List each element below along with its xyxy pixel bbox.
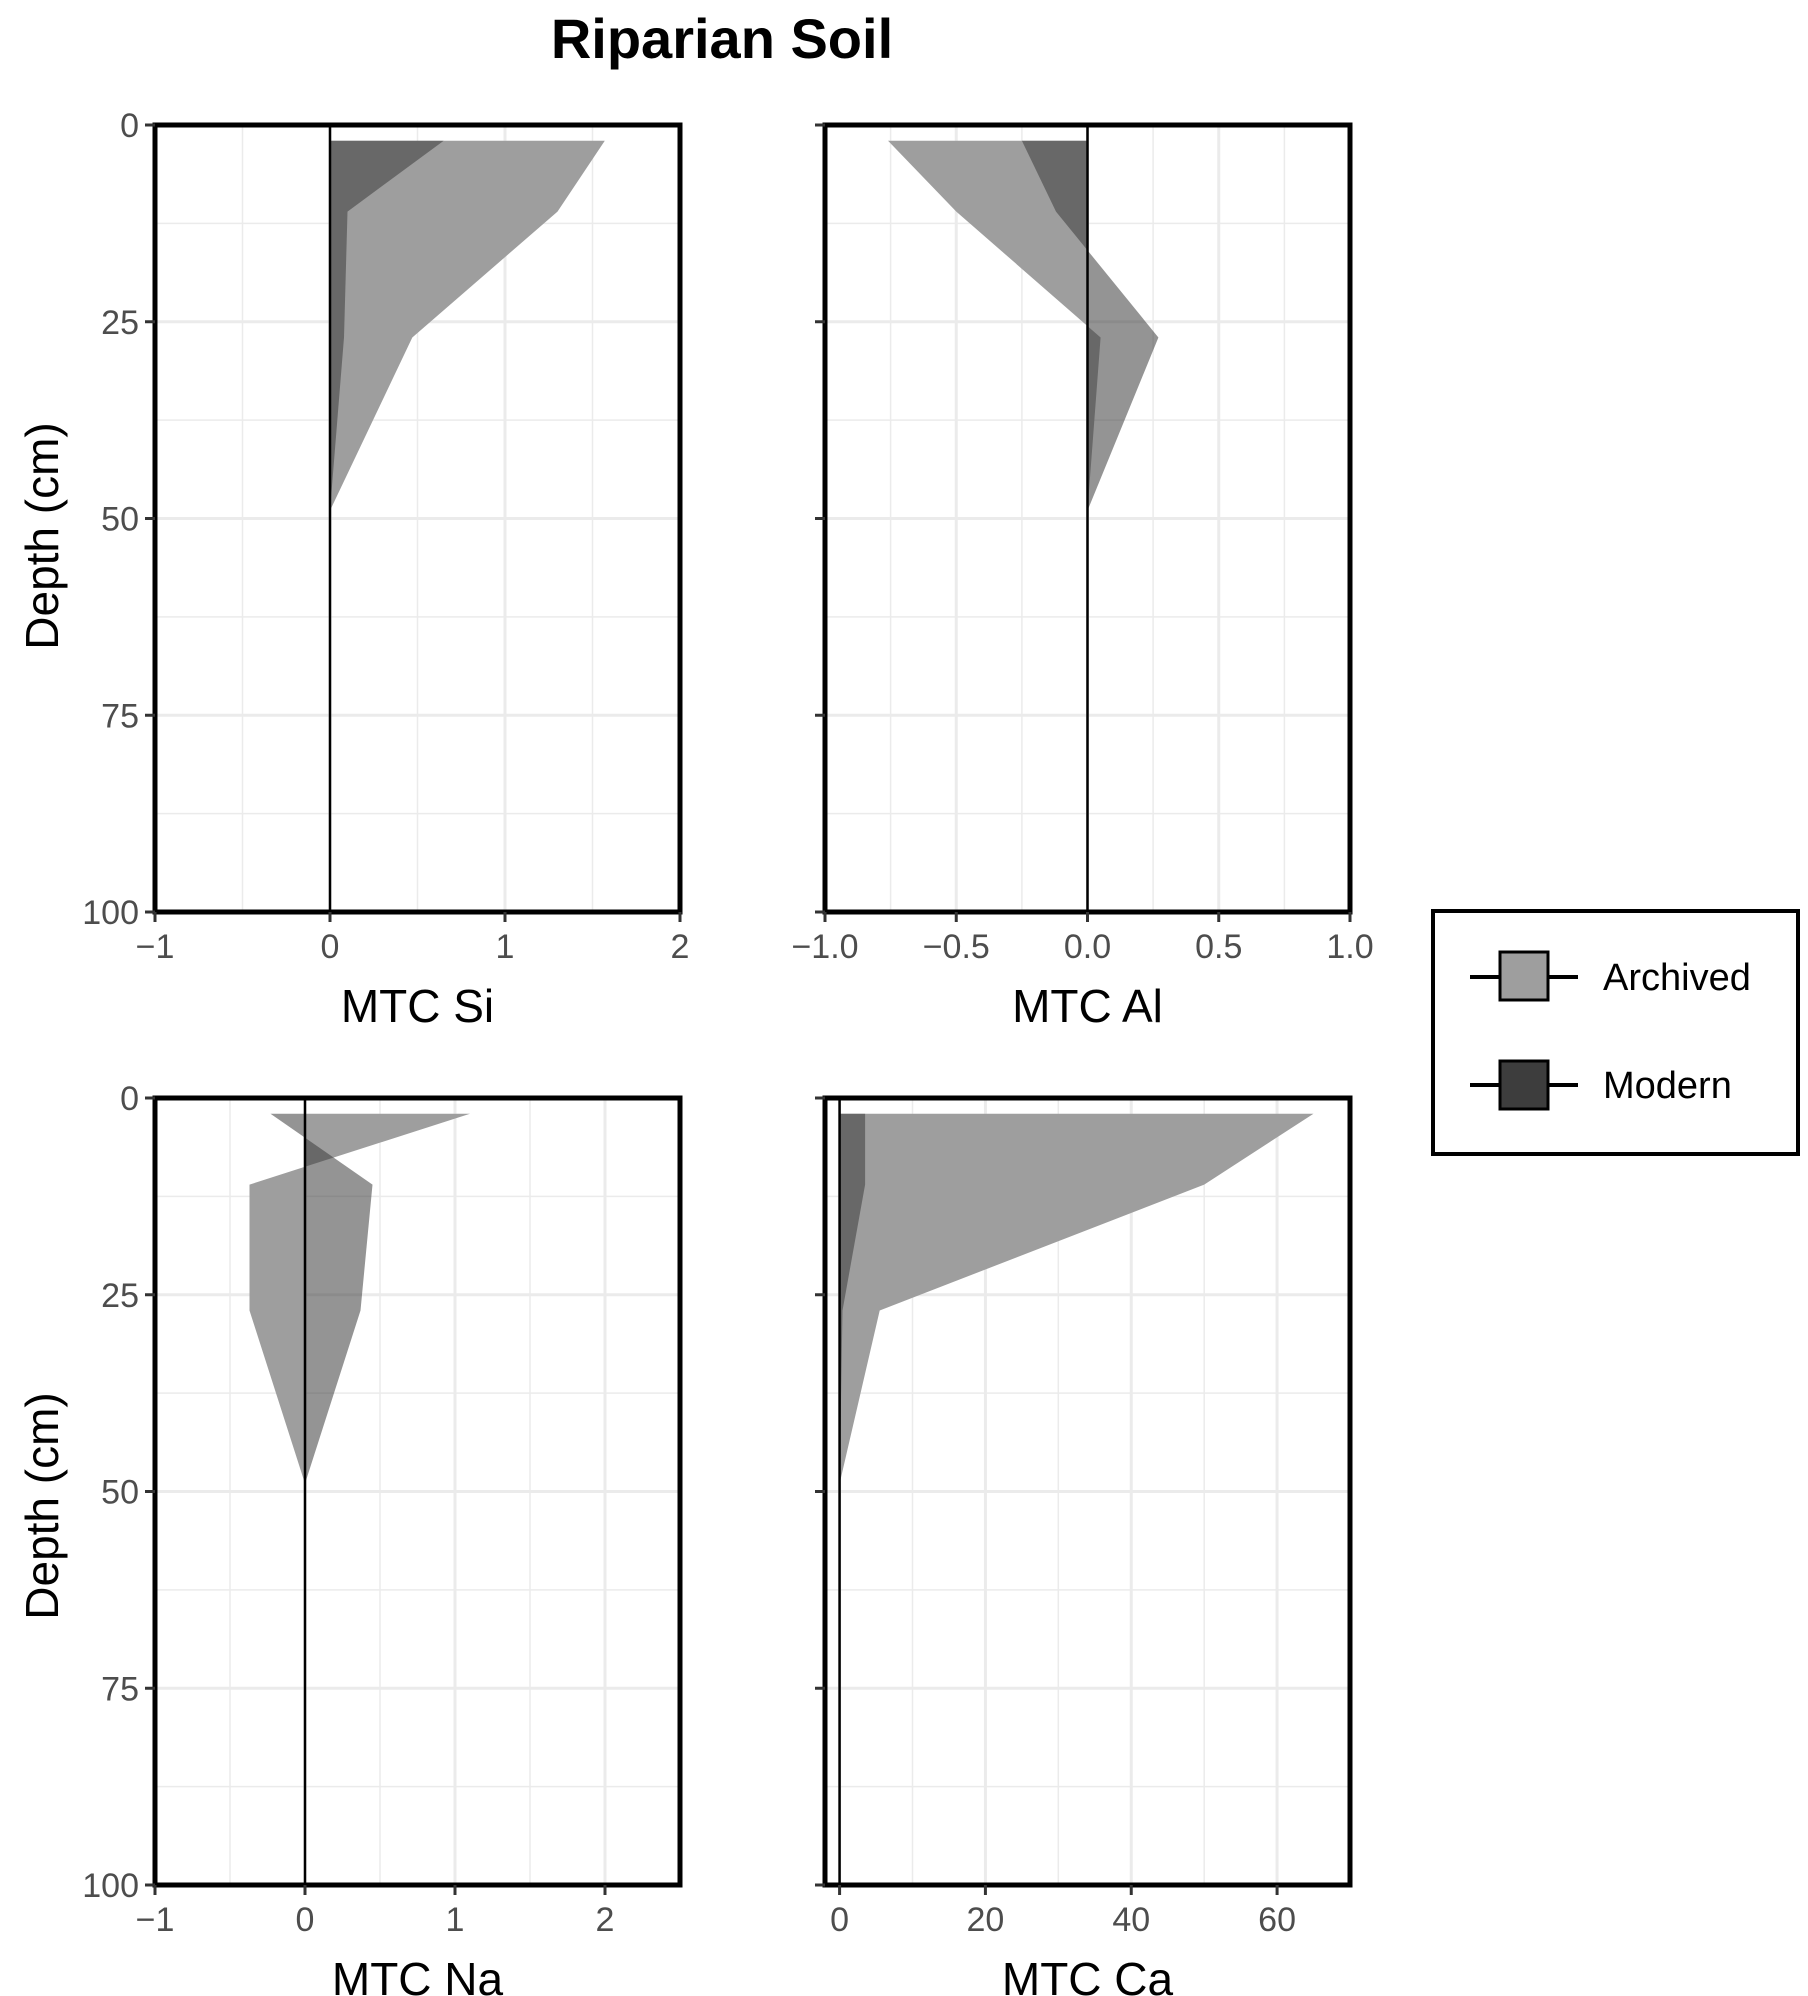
y-axis-title-si: Depth (cm) (16, 422, 68, 649)
x-axis-title-si: MTC Si (341, 980, 494, 1032)
x-tick-label-si: −1 (136, 928, 175, 966)
y-axis-ca (815, 1096, 825, 1887)
y-tick-label-na: 0 (120, 1080, 139, 1118)
y-tick-label-na: 50 (101, 1474, 139, 1512)
x-tick-label-na: 0 (296, 1901, 315, 1939)
x-tick-label-al: 0.0 (1064, 928, 1111, 966)
x-tick-label-ca: 60 (1258, 1901, 1296, 1939)
legend-key-archived (1498, 950, 1550, 1002)
area-archived-si (330, 140, 605, 912)
x-tick-label-si: 2 (671, 928, 690, 966)
x-axis-title-al: MTC Al (1012, 980, 1163, 1032)
chart-title: Riparian Soil (551, 7, 893, 70)
x-tick-label-al: 1.0 (1326, 928, 1373, 966)
y-axis-al (815, 123, 825, 914)
x-tick-label-si: 0 (321, 928, 340, 966)
x-axis-na: −1 0 1 2 (136, 1885, 615, 1939)
panel-mtc-na: −1 0 1 2 0 25 50 75 100 MTC Na Depth (cm) (16, 1080, 683, 1996)
areas-si (330, 140, 605, 912)
x-tick-label-si: 1 (496, 928, 515, 966)
legend: Archived Modern (1431, 909, 1800, 1156)
y-tick-label-na: 75 (101, 1670, 139, 1708)
y-tick-label-si: 0 (120, 107, 139, 145)
y-tick-label-si: 75 (101, 697, 139, 735)
x-tick-label-al: 0.5 (1195, 928, 1242, 966)
y-axis-na: 0 25 50 75 100 (82, 1080, 155, 1905)
areas-al (888, 140, 1159, 912)
area-modern-al (1021, 140, 1159, 912)
x-tick-label-na: 2 (596, 1901, 615, 1939)
area-archived-ca (839, 1113, 1314, 1885)
x-tick-label-ca: 20 (967, 1901, 1005, 1939)
y-tick-label-na: 100 (82, 1867, 139, 1905)
areas-ca (839, 1113, 1314, 1885)
legend-label-modern: Modern (1603, 1065, 1732, 1107)
legend-item-archived: Archived (1470, 950, 1751, 1002)
x-tick-label-al: −0.5 (923, 928, 990, 966)
x-tick-label-na: −1 (136, 1901, 175, 1939)
area-modern-na (270, 1113, 373, 1885)
area-modern-ca (839, 1113, 866, 1885)
x-tick-label-ca: 0 (830, 1901, 849, 1939)
y-tick-label-na: 25 (101, 1277, 139, 1315)
legend-label-archived: Archived (1603, 957, 1751, 999)
y-axis-si: 0 25 50 75 100 (82, 107, 155, 932)
x-axis-title-ca: MTC Ca (1002, 1953, 1174, 1996)
panel-mtc-si: −1 0 1 2 0 25 50 75 100 MTC Si Depth (cm) (16, 107, 689, 1032)
y-tick-label-si: 50 (101, 501, 139, 539)
legend-frame (1431, 909, 1800, 1156)
legend-item-modern: Modern (1470, 1059, 1732, 1111)
x-axis-si: −1 0 1 2 (136, 912, 690, 966)
x-tick-label-al: −1.0 (791, 928, 858, 966)
panel-mtc-al: −1.0 −0.5 0.0 0.5 1.0 MTC Al (791, 122, 1374, 1032)
y-tick-label-si: 25 (101, 304, 139, 342)
y-axis-title-na: Depth (cm) (16, 1392, 68, 1619)
x-axis-title-na: MTC Na (332, 1953, 504, 1996)
x-tick-label-na: 1 (446, 1901, 465, 1939)
x-axis-al: −1.0 −0.5 0.0 0.5 1.0 (791, 912, 1374, 966)
legend-key-modern (1498, 1059, 1550, 1111)
y-tick-label-si: 100 (82, 894, 139, 932)
x-axis-ca: 0 20 40 60 (830, 1885, 1296, 1939)
x-tick-label-ca: 40 (1112, 1901, 1150, 1939)
area-modern-si (330, 140, 444, 912)
panel-mtc-ca: 0 20 40 60 MTC Ca (815, 1095, 1353, 1996)
